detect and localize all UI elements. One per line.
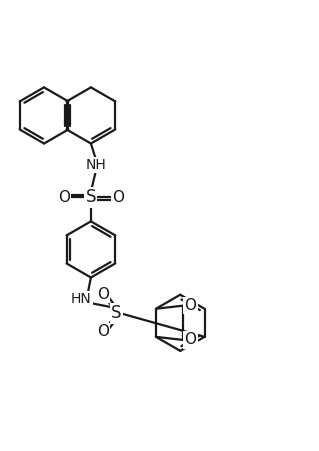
- Text: O: O: [97, 324, 109, 339]
- Text: S: S: [86, 189, 96, 207]
- Text: O: O: [184, 298, 196, 313]
- Text: O: O: [58, 190, 70, 205]
- Text: O: O: [97, 287, 109, 302]
- Text: HN: HN: [71, 292, 92, 306]
- Text: O: O: [112, 190, 124, 205]
- Text: O: O: [184, 332, 196, 347]
- Text: S: S: [111, 304, 122, 322]
- Text: NH: NH: [85, 158, 106, 172]
